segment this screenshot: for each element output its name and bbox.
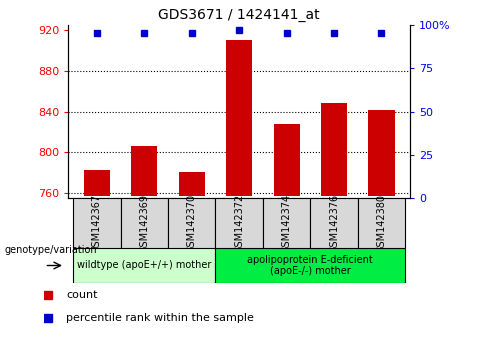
FancyBboxPatch shape	[73, 248, 215, 283]
Bar	[179, 172, 205, 196]
Text: GSM142372: GSM142372	[234, 193, 244, 253]
FancyBboxPatch shape	[121, 198, 168, 248]
Text: GSM142369: GSM142369	[139, 194, 149, 252]
FancyBboxPatch shape	[215, 248, 405, 283]
Text: wildtype (apoE+/+) mother: wildtype (apoE+/+) mother	[77, 261, 211, 270]
Text: genotype/variation: genotype/variation	[5, 245, 98, 255]
FancyBboxPatch shape	[358, 198, 405, 248]
FancyBboxPatch shape	[168, 198, 215, 248]
Text: GSM142376: GSM142376	[329, 193, 339, 253]
FancyBboxPatch shape	[310, 198, 358, 248]
Bar	[84, 170, 110, 196]
Bar	[368, 110, 394, 196]
FancyBboxPatch shape	[215, 198, 263, 248]
Text: count: count	[66, 290, 98, 300]
Text: GSM142367: GSM142367	[92, 193, 102, 253]
Text: GSM142374: GSM142374	[282, 193, 291, 253]
Bar	[321, 103, 347, 196]
Text: percentile rank within the sample: percentile rank within the sample	[66, 313, 254, 323]
Bar	[273, 124, 300, 196]
Text: apolipoprotein E-deficient
(apoE-/-) mother: apolipoprotein E-deficient (apoE-/-) mot…	[247, 255, 373, 276]
Text: GSM142370: GSM142370	[187, 193, 197, 253]
Bar	[226, 40, 252, 196]
FancyBboxPatch shape	[263, 198, 310, 248]
FancyBboxPatch shape	[73, 198, 121, 248]
Title: GDS3671 / 1424141_at: GDS3671 / 1424141_at	[158, 8, 320, 22]
Bar	[131, 146, 157, 196]
Text: GSM142380: GSM142380	[376, 194, 386, 252]
